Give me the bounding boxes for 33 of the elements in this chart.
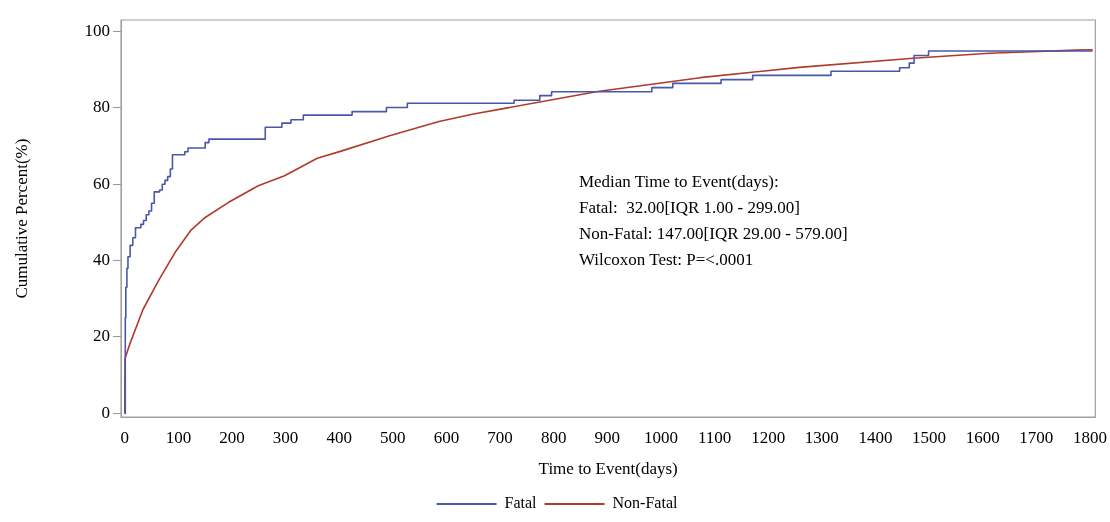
x-tick-label: 1700 [1019, 427, 1054, 447]
x-tick-label: 1200 [751, 427, 786, 447]
annotation: Non-Fatal: 147.00[IQR 29.00 - 579.00] [578, 224, 848, 244]
annotation: Median Time to Event(days): [578, 172, 779, 192]
y-tick-label: 60 [93, 173, 110, 193]
x-tick-label: 800 [540, 427, 567, 447]
x-tick-label: 1300 [804, 427, 839, 447]
x-tick-label: 600 [433, 427, 460, 447]
x-tick-label: 900 [594, 427, 621, 447]
y-tick-label: 80 [93, 97, 110, 117]
y-tick-label: 0 [101, 402, 110, 422]
y-axis-title: Cumulative Percent(%) [11, 138, 31, 299]
y-tick-label: 100 [84, 20, 110, 40]
x-tick-label: 500 [380, 427, 406, 447]
x-tick-label: 200 [219, 427, 245, 447]
x-tick-label: 1100 [697, 427, 732, 447]
x-axis-title: Time to Event(days) [538, 459, 678, 479]
x-tick-label: 1000 [643, 427, 678, 447]
x-tick-label: 700 [487, 427, 513, 447]
annotation: Wilcoxon Test: P=<.0001 [578, 250, 754, 270]
legend-label: Non-Fatal [612, 494, 678, 512]
x-tick-label: 400 [326, 427, 352, 447]
y-tick-label: 40 [93, 250, 110, 270]
x-tick-label: 1500 [912, 427, 947, 447]
x-tick-label: 100 [165, 427, 192, 447]
legend-label: Fatal [504, 494, 538, 512]
y-tick-label: 20 [93, 326, 110, 346]
x-tick-label: 1600 [965, 427, 1000, 447]
x-tick-label: 1800 [1072, 427, 1107, 447]
annotation: Fatal: 32.00[IQR 1.00 - 299.00] [578, 198, 800, 218]
x-tick-label: 0 [120, 427, 129, 447]
x-tick-label: 1400 [858, 427, 893, 447]
x-tick-label: 300 [272, 427, 299, 447]
